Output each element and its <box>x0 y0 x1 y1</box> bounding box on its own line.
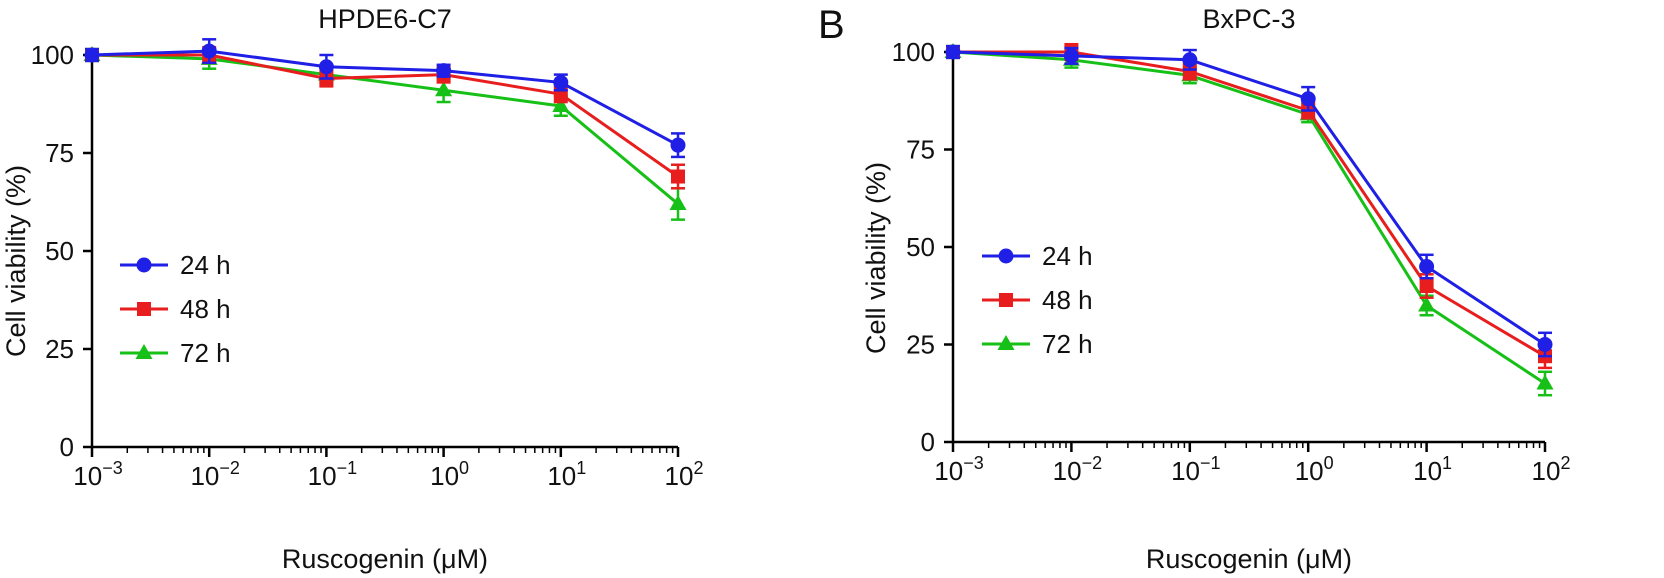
x-tick-label: 102 <box>665 458 704 491</box>
y-tick-label: 0 <box>921 427 935 457</box>
y-tick-label: 100 <box>892 37 935 67</box>
x-tick-label: 10−1 <box>308 458 357 491</box>
x-axis-label: Ruscogenin (μM) <box>282 544 488 574</box>
y-axis-label: Cell viability (%) <box>861 162 891 354</box>
legend-marker <box>998 248 1014 264</box>
series-24-h <box>945 44 1553 358</box>
legend-label: 48 h <box>1042 285 1093 315</box>
panel-hpde6-c7: HPDE6-C7 Ruscogenin (μM) Cell viability … <box>1 4 703 574</box>
series-line <box>952 50 1546 346</box>
legend: 24 h 48 h 72 h <box>120 250 231 368</box>
data-point <box>1063 48 1079 64</box>
x-tick-label: 100 <box>1295 453 1334 486</box>
legend-marker <box>136 257 152 273</box>
series-line <box>91 53 679 206</box>
chart-title: HPDE6-C7 <box>318 4 452 34</box>
plot-layer <box>83 38 687 221</box>
y-tick-label: 75 <box>45 138 74 168</box>
data-point <box>318 59 334 75</box>
data-point <box>1182 64 1197 79</box>
y-axis-label: Cell viability (%) <box>1 165 31 357</box>
plot-layer <box>944 42 1554 397</box>
data-point <box>436 63 452 79</box>
y-tick-label: 75 <box>906 135 935 165</box>
data-point <box>553 74 569 90</box>
legend-label: 72 h <box>180 338 231 368</box>
legend-entry-72-h: 72 h <box>120 338 231 368</box>
legend-entry-24-h: 24 h <box>982 241 1093 271</box>
x-tick-label: 101 <box>547 458 586 491</box>
x-tick-label: 100 <box>430 458 469 491</box>
data-point <box>671 169 685 184</box>
legend-marker <box>135 344 153 359</box>
x-tick-label: 101 <box>1413 453 1452 486</box>
chart-title: BxPC-3 <box>1202 4 1295 34</box>
data-point <box>1536 374 1554 390</box>
legend-entry-48-h: 48 h <box>120 294 231 324</box>
data-point <box>1300 91 1316 107</box>
series-72-h <box>944 43 1554 397</box>
y-tick-label: 0 <box>60 432 74 462</box>
panel-bxpc-3: B BxPC-3 Ruscogenin (μM) Cell viability … <box>818 3 1570 574</box>
data-point <box>945 44 961 60</box>
x-tick-label: 10−2 <box>1053 453 1102 486</box>
data-point <box>1537 337 1553 352</box>
series-24-h <box>84 38 686 159</box>
x-tick-label: 102 <box>1532 453 1571 486</box>
data-point <box>84 47 100 63</box>
x-tick-label: 10−3 <box>934 453 983 486</box>
legend-entry-24-h: 24 h <box>120 250 231 280</box>
legend-marker <box>137 302 151 316</box>
legend-label: 72 h <box>1042 329 1093 359</box>
data-point <box>435 81 453 97</box>
legend-label: 48 h <box>180 294 231 324</box>
series-line <box>92 53 679 178</box>
legend-marker <box>999 293 1013 307</box>
data-point <box>670 137 686 153</box>
y-tick-label: 50 <box>906 232 935 262</box>
y-tick-label: 100 <box>31 40 74 70</box>
legend-entry-48-h: 48 h <box>982 285 1093 315</box>
y-tick-label: 50 <box>45 236 74 266</box>
data-point <box>1419 279 1434 293</box>
y-tick-label: 25 <box>906 330 935 360</box>
series-line <box>953 50 1546 358</box>
x-axis-label: Ruscogenin (μM) <box>1146 544 1352 574</box>
data-point <box>552 96 570 112</box>
tick-layer: 0 25 50 75 100 10−3 10−2 10−1 100 101 102 <box>31 40 704 491</box>
series-48-h <box>946 42 1552 370</box>
data-point <box>1419 259 1435 274</box>
legend-label: 24 h <box>1042 241 1093 271</box>
panel-label: B <box>818 3 845 47</box>
tick-layer: 0 25 50 75 100 10−3 10−2 10−1 100 101 102 <box>892 37 1571 486</box>
legend-entry-72-h: 72 h <box>982 329 1093 359</box>
data-point <box>1418 296 1436 312</box>
series-line <box>91 49 679 147</box>
data-point <box>201 43 217 59</box>
legend: 24 h 48 h 72 h <box>982 241 1093 359</box>
legend-label: 24 h <box>180 250 231 280</box>
data-point <box>1182 52 1198 68</box>
x-tick-label: 10−2 <box>190 458 239 491</box>
series-72-h <box>83 46 687 221</box>
x-tick-label: 10−1 <box>1171 453 1220 486</box>
x-tick-label: 10−3 <box>73 458 122 491</box>
y-tick-label: 25 <box>45 334 74 364</box>
data-point <box>669 194 687 210</box>
legend-marker <box>997 335 1015 350</box>
series-line <box>952 50 1546 385</box>
